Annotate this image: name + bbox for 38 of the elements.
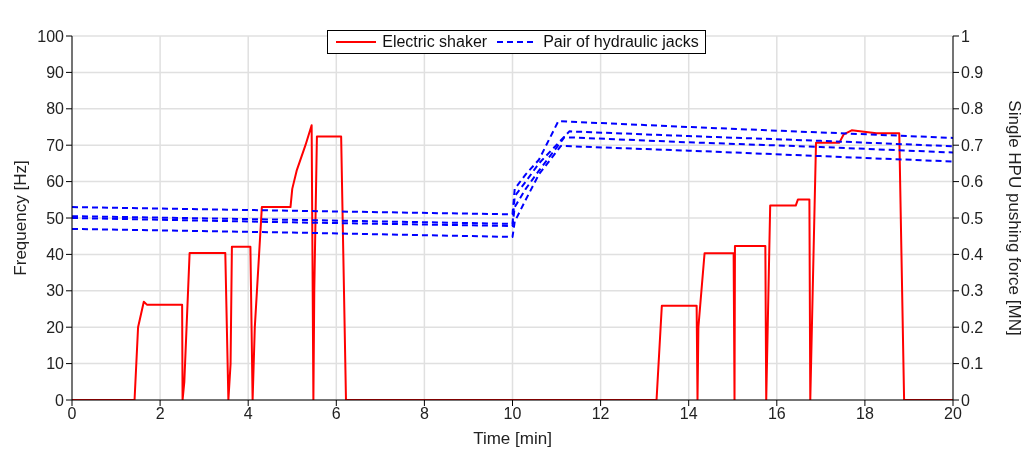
y2-tick-label: 0.4 (961, 246, 984, 264)
y2-axis-title: Single HPU pushing force [MN] (1004, 100, 1024, 336)
y-tick-label: 80 (46, 100, 65, 118)
y2-tick-label: 0.1 (961, 355, 984, 373)
x-tick-label: 8 (419, 405, 429, 423)
x-axis-title: Time [min] (473, 429, 552, 448)
y2-tick-label: 0.3 (961, 282, 984, 300)
y-tick-label: 90 (46, 64, 65, 82)
x-tick-label: 14 (679, 405, 698, 423)
y2-tick-label: 0.9 (961, 64, 984, 82)
x-tick-label: 10 (503, 405, 522, 423)
y-tick-label: 10 (46, 355, 65, 373)
y-axis-title: Frequency [Hz] (11, 160, 31, 276)
legend-label: Pair of hydraulic jacks (542, 33, 699, 51)
x-tick-label: 18 (856, 405, 874, 423)
y-tick-label: 100 (37, 27, 65, 45)
x-tick-label: 6 (331, 405, 341, 423)
legend-label: Electric shaker (381, 33, 488, 51)
y-tick-label: 70 (46, 136, 65, 154)
y2-tick-label: 0.6 (961, 173, 984, 191)
x-tick-label: 12 (591, 405, 610, 423)
x-tick-label: 0 (67, 405, 77, 423)
x-tick-label: 20 (944, 405, 962, 423)
y-tick-label: 20 (46, 318, 65, 336)
y2-tick-label: 1 (961, 27, 970, 45)
y-tick-label: 50 (46, 209, 65, 227)
y2-tick-label: 0.8 (961, 100, 984, 118)
x-tick-label: 4 (243, 405, 253, 423)
x-tick-label: 16 (767, 405, 786, 423)
y-tick-label: 0 (55, 391, 65, 409)
y2-tick-label: 0.7 (961, 136, 984, 154)
x-tick-label: 2 (155, 405, 165, 423)
y-tick-label: 60 (46, 173, 65, 191)
y2-tick-label: 0 (961, 391, 970, 409)
y-tick-label: 30 (46, 282, 65, 300)
y2-tick-label: 0.5 (961, 209, 984, 227)
y2-tick-label: 0.2 (961, 318, 984, 336)
y-tick-label: 40 (46, 246, 65, 264)
